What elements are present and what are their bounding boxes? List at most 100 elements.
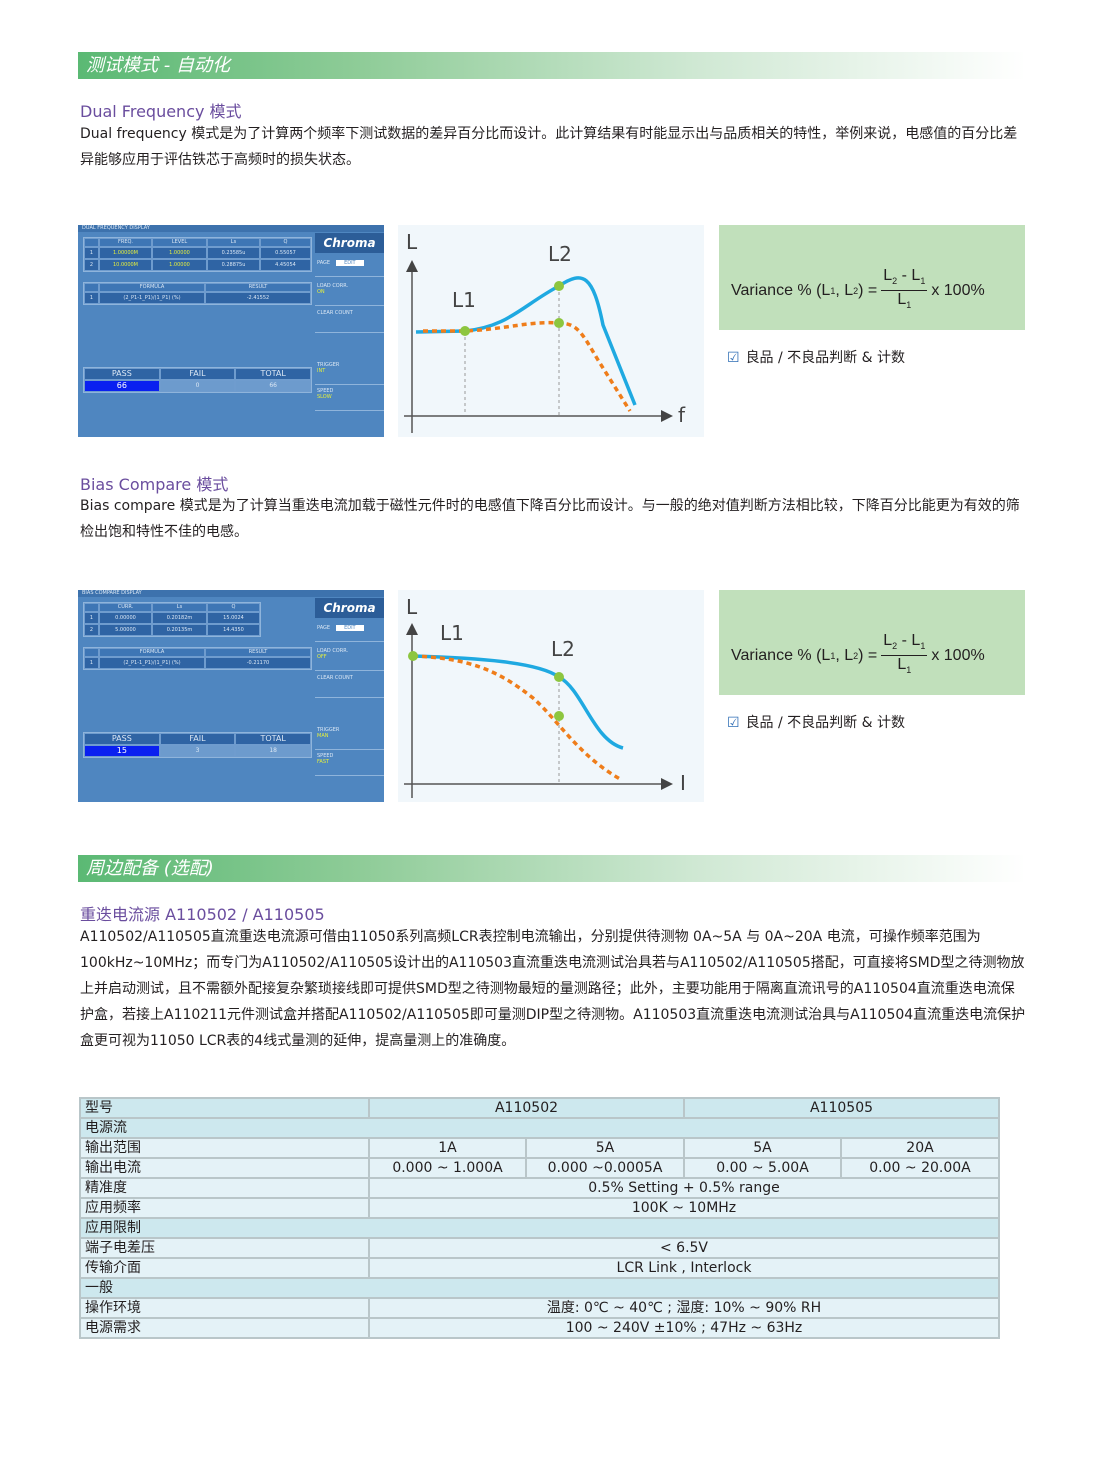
num: L bbox=[883, 267, 893, 284]
row-label: 传输介面 bbox=[79, 1257, 370, 1279]
table-cell: 1.00000 bbox=[152, 259, 207, 271]
formula-sub: 1 bbox=[920, 276, 926, 287]
table-cell: 0.00000 bbox=[99, 612, 152, 624]
point-l2 bbox=[554, 672, 564, 682]
bias-compare-diagram: L I L1 L2 bbox=[398, 590, 704, 802]
column-header: FORMULA bbox=[99, 283, 205, 292]
bias-compare-heading: Bias Compare 模式 bbox=[80, 475, 229, 494]
table-cell: 4.45054 bbox=[260, 259, 311, 271]
softkey: TRIGGER INT bbox=[315, 359, 384, 385]
softkey-label: SPEED bbox=[317, 753, 334, 759]
page-label: PAGE bbox=[317, 260, 331, 266]
softkey: LOAD CORR. OFF bbox=[315, 645, 384, 671]
table-row: 输出电流 0.000 ~ 1.000A 0.000 ~0.0005A 0.00 ~ 5… bbox=[79, 1157, 1000, 1179]
variance-formula-box: Variance % (L 1, L 2) = L2 - L1 L1 x 100% bbox=[719, 590, 1025, 695]
fail-label: FAIL bbox=[159, 733, 236, 745]
inductance-current-plot: L I L1 L2 bbox=[404, 595, 686, 798]
column-header bbox=[84, 283, 99, 292]
page-label: PAGE bbox=[317, 625, 331, 631]
label-l2: L2 bbox=[548, 242, 572, 266]
curve-dashed bbox=[412, 654, 621, 781]
cell: 0.000 ~0.0005A bbox=[525, 1157, 685, 1179]
cell: 1A bbox=[368, 1137, 527, 1159]
table-cell: -0.21170 bbox=[205, 657, 311, 669]
curve-solid bbox=[415, 276, 637, 406]
measurement-table: FREQ. LEVEL Ls Q 1 1.00000M 1.00000 0.23585u 0.5… bbox=[83, 237, 312, 272]
pass-fail-counter: PASS FAIL TOTAL 15 3 18 bbox=[83, 732, 312, 758]
variance-formula: Variance % (L 1, L 2) = L2 - L1 L1 x 100% bbox=[731, 267, 985, 314]
total-count: 18 bbox=[235, 745, 311, 757]
table-cell: -2.41552 bbox=[205, 292, 311, 304]
row-label: 输出范围 bbox=[79, 1137, 370, 1159]
num: L bbox=[883, 632, 893, 649]
table-cell: 14.4350 bbox=[207, 624, 260, 636]
pass-count: 15 bbox=[84, 745, 160, 757]
dual-frequency-text: Dual frequency 模式是为了计算两个频率下测试数据的差异百分比而设计… bbox=[80, 126, 1018, 168]
den: L bbox=[897, 656, 907, 674]
table-cell: 0.28875u bbox=[207, 259, 260, 271]
table-row: 操作环境 温度: 0℃ ~ 40℃ ; 湿度: 10% ~ 90% RH bbox=[79, 1297, 1000, 1319]
formula-sub: 2 bbox=[853, 650, 859, 661]
total-label: TOTAL bbox=[235, 368, 311, 380]
table-cell: 1.00000M bbox=[99, 247, 152, 259]
bias-source-heading: 重迭电流源 A110502 / A110505 bbox=[80, 905, 325, 924]
variance-formula-box: Variance % (L 1, L 2) = L2 - L1 L1 x 100% bbox=[719, 225, 1025, 330]
row-label: 操作环境 bbox=[79, 1297, 370, 1319]
table-row: 输出范围 1A 5A 5A 20A bbox=[79, 1137, 1000, 1159]
cell: 0.00 ~ 20.00A bbox=[840, 1157, 1000, 1179]
cell: A110502 bbox=[368, 1097, 685, 1119]
x-axis-label: I bbox=[680, 771, 686, 795]
screen-title: BIAS COMPARE DISPLAY bbox=[78, 590, 384, 597]
spec-table: 型号 A110502 A110505 电源流 输出范围 1A 5A 5A 20A 输出电流 0… bbox=[79, 1097, 1000, 1339]
checkbox-icon: ☑ bbox=[727, 350, 740, 366]
column-header: RESULT bbox=[205, 648, 311, 657]
column-header bbox=[84, 648, 99, 657]
formula-fraction: L2 - L1 L1 bbox=[881, 267, 928, 314]
softkey-value: SLOW bbox=[317, 394, 332, 400]
table-row: 应用频率 100K ~ 10MHz bbox=[79, 1197, 1000, 1219]
column-header bbox=[84, 603, 99, 612]
formula-sub: 1 bbox=[830, 285, 836, 296]
point-l2-dashed bbox=[554, 318, 564, 328]
pass-label: PASS bbox=[84, 368, 160, 380]
total-count: 66 bbox=[235, 380, 311, 392]
label-l1: L1 bbox=[440, 621, 464, 645]
formula-sub: 1 bbox=[920, 641, 926, 652]
cell: 100K ~ 10MHz bbox=[368, 1197, 1000, 1219]
formula-mid: , L bbox=[835, 281, 854, 299]
total-label: TOTAL bbox=[235, 733, 311, 745]
checkbox-icon: ☑ bbox=[727, 715, 740, 731]
softkey-label: TRIGGER bbox=[317, 727, 340, 733]
dual-frequency-diagram: L f L1 L2 bbox=[398, 225, 704, 437]
formula-sub: 1 bbox=[906, 300, 912, 311]
column-header: Q bbox=[207, 603, 260, 612]
screen-title: DUAL FREQUENCY DISPLAY bbox=[78, 225, 384, 232]
formula-sub: 2 bbox=[892, 641, 898, 652]
label-l2: L2 bbox=[551, 637, 575, 661]
chroma-logo: Chroma bbox=[315, 233, 384, 253]
column-header: Ls bbox=[152, 603, 207, 612]
formula-table: FORMULA RESULT 1 (2_P1-1_P1)/(1_P1) (%) -0.2… bbox=[83, 647, 312, 670]
column-header: FORMULA bbox=[99, 648, 205, 657]
num: - L bbox=[897, 632, 921, 649]
table-cell: 1 bbox=[84, 612, 99, 624]
table-cell: (2_P1-1_P1)/(1_P1) (%) bbox=[99, 292, 205, 304]
pass-label: PASS bbox=[84, 733, 160, 745]
group-label: 一般 bbox=[79, 1277, 1000, 1299]
cell: 20A bbox=[840, 1137, 1000, 1159]
column-header: CURR. bbox=[99, 603, 152, 612]
softkey-label: LOAD CORR. bbox=[317, 648, 349, 654]
formula-sub: 1 bbox=[906, 665, 912, 676]
edit-label: EDIT bbox=[336, 260, 364, 266]
softkey: SPEED FAST bbox=[315, 750, 384, 776]
fail-count: 3 bbox=[159, 745, 236, 757]
column-header bbox=[84, 238, 99, 247]
label-l1: L1 bbox=[452, 288, 476, 312]
pass-fail-feature: ☑ 良品 / 不良品判断 & 计数 bbox=[727, 347, 905, 367]
softkey-label: SPEED bbox=[317, 388, 334, 394]
formula-lhs: Variance % (L bbox=[731, 646, 831, 664]
table-group-row: 一般 bbox=[79, 1277, 1000, 1299]
page-softkey: PAGE EDIT bbox=[315, 622, 384, 642]
dual-frequency-heading: Dual Frequency 模式 bbox=[80, 102, 242, 121]
variance-formula: Variance % (L 1, L 2) = L2 - L1 L1 x 100% bbox=[731, 632, 985, 679]
